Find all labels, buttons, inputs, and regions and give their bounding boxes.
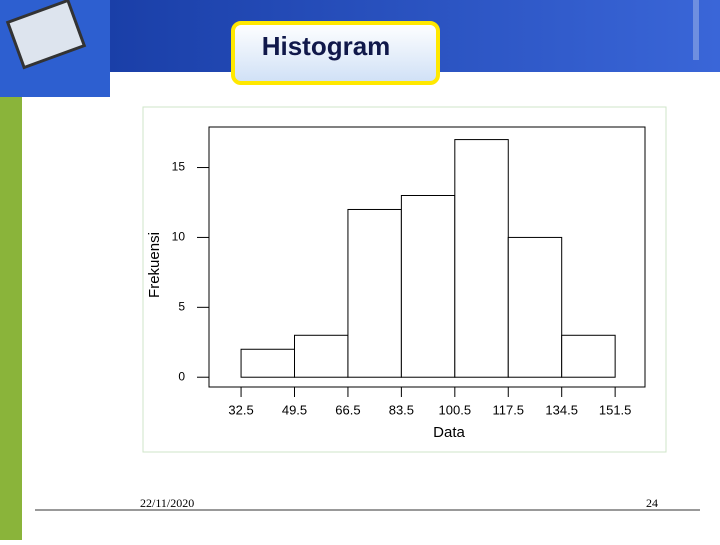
bar (561, 334, 616, 378)
y-tick-label: 10 (172, 230, 186, 244)
y-axis-label: Frekuensi (146, 232, 163, 298)
y-tick-label: 5 (178, 299, 185, 313)
x-tick-label: 32.5 (228, 402, 253, 417)
slide-title: Histogram (262, 31, 391, 61)
title-box (231, 21, 440, 85)
bar (294, 334, 349, 378)
x-axis-label: Data (433, 424, 465, 441)
y-tick-label: 0 (178, 369, 185, 383)
x-tick-label: 49.5 (282, 402, 307, 417)
plot-frame (208, 126, 646, 388)
monitor-icon (5, 0, 87, 70)
x-tick-label: 134.5 (545, 402, 578, 417)
bar (240, 348, 296, 378)
bar (507, 236, 563, 378)
x-tick-label: 151.5 (599, 402, 632, 417)
x-tick-label: 83.5 (389, 402, 414, 417)
footer-date: 22/11/2020 (140, 496, 194, 510)
bar (347, 208, 402, 378)
x-tick-label: 66.5 (335, 402, 360, 417)
side-bar (0, 97, 22, 540)
banner-stripe (693, 0, 699, 60)
page-number: 24 (646, 496, 658, 510)
y-tick-label: 15 (172, 160, 186, 174)
bar (454, 139, 509, 378)
bar (400, 194, 456, 378)
x-tick-label: 100.5 (439, 402, 472, 417)
x-tick-label: 117.5 (492, 402, 524, 417)
